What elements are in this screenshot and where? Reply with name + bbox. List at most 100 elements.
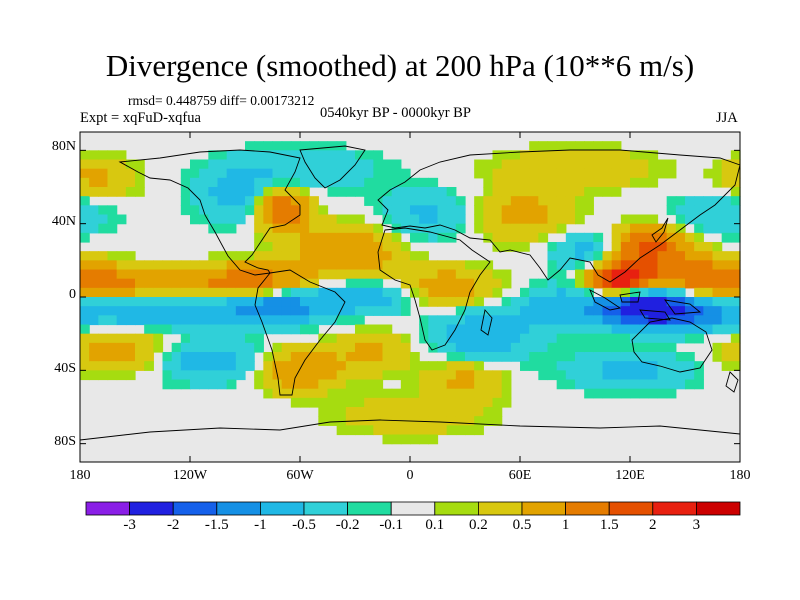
field-cell [235, 324, 246, 335]
field-cell [666, 342, 677, 353]
field-cell [657, 260, 668, 271]
field-cell [721, 352, 732, 362]
field-cell [730, 342, 741, 353]
field-cell [565, 177, 576, 188]
field-cell [584, 297, 594, 307]
field-cell [565, 278, 576, 289]
field-cell [373, 269, 384, 280]
field-cell [382, 232, 393, 243]
field-cell [712, 205, 723, 216]
field-cell [318, 251, 329, 261]
field-cell [400, 333, 411, 344]
field-cell [703, 315, 714, 326]
field-cell [89, 150, 99, 161]
field-cell [309, 306, 319, 316]
field-cell [135, 333, 145, 344]
field-cell [107, 352, 118, 362]
field-cell [520, 205, 530, 216]
field-cell [730, 205, 741, 216]
field-cell [190, 324, 200, 335]
field-cell [703, 242, 714, 252]
field-cell [116, 260, 127, 271]
field-cell [419, 177, 429, 188]
field-cell [483, 278, 494, 289]
field-cell [171, 269, 182, 280]
field-cell [611, 379, 622, 390]
field-cell [144, 361, 154, 371]
field-cell [245, 342, 255, 353]
field-cell [116, 214, 127, 225]
field-cell [336, 150, 347, 161]
field-cell [602, 361, 613, 371]
field-cell [529, 278, 539, 289]
field-cell [584, 150, 594, 161]
field-cell [309, 223, 319, 234]
field-cell [685, 269, 695, 280]
field-cell [510, 196, 521, 206]
field-cell [538, 297, 549, 307]
field-cell [300, 315, 310, 326]
field-cell [602, 159, 613, 170]
field-cell [245, 297, 255, 307]
field-cell [620, 242, 631, 252]
field-cell [510, 242, 521, 252]
field-cell [547, 370, 558, 381]
field-cell [272, 297, 283, 307]
field-cell [565, 196, 576, 206]
field-cell [373, 324, 384, 335]
field-cell [428, 214, 439, 225]
field-cell [245, 333, 255, 344]
field-cell [281, 223, 292, 234]
field-cell [327, 242, 338, 252]
field-cell [520, 168, 530, 179]
field-cell [437, 370, 448, 381]
field-cell [290, 306, 301, 316]
field-cell [529, 196, 539, 206]
field-cell [602, 297, 613, 307]
field-cell [345, 388, 356, 399]
field-cell [309, 150, 319, 161]
field-cell [80, 150, 90, 161]
field-cell [556, 352, 567, 362]
field-cell [455, 352, 466, 362]
field-cell [593, 342, 604, 353]
field-cell [272, 141, 283, 151]
field-cell [355, 361, 365, 371]
field-cell [309, 196, 319, 206]
coastline-africa [377, 227, 491, 351]
field-cell [694, 242, 704, 252]
field-cell [446, 297, 457, 307]
field-cell [245, 260, 255, 271]
field-cell [428, 416, 439, 426]
field-cell [208, 196, 219, 206]
colorbar-label: -1.5 [204, 517, 229, 533]
field-cell [648, 388, 659, 399]
field-cell [730, 333, 741, 344]
field-cell [373, 425, 384, 436]
field-cell [135, 269, 145, 280]
field-cell [666, 352, 677, 362]
field-cell [107, 251, 118, 261]
field-cell [465, 370, 475, 381]
field-cell [153, 260, 164, 271]
field-cell [584, 269, 594, 280]
field-cell [80, 214, 90, 225]
field-cell [116, 315, 127, 326]
field-cell [300, 214, 310, 225]
field-cell [309, 159, 319, 170]
field-cell [483, 269, 494, 280]
field-cell [373, 361, 384, 371]
field-cell [327, 232, 338, 243]
field-cell [483, 379, 494, 390]
field-cell [520, 232, 530, 243]
field-cell [410, 407, 420, 417]
field-cell [419, 251, 429, 261]
field-cell [245, 352, 255, 362]
field-cell [180, 379, 191, 390]
field-cell [730, 352, 741, 362]
field-cell [345, 297, 356, 307]
field-cell [520, 297, 530, 307]
field-cell [639, 297, 649, 307]
field-cell [721, 177, 732, 188]
field-cell [492, 223, 503, 234]
